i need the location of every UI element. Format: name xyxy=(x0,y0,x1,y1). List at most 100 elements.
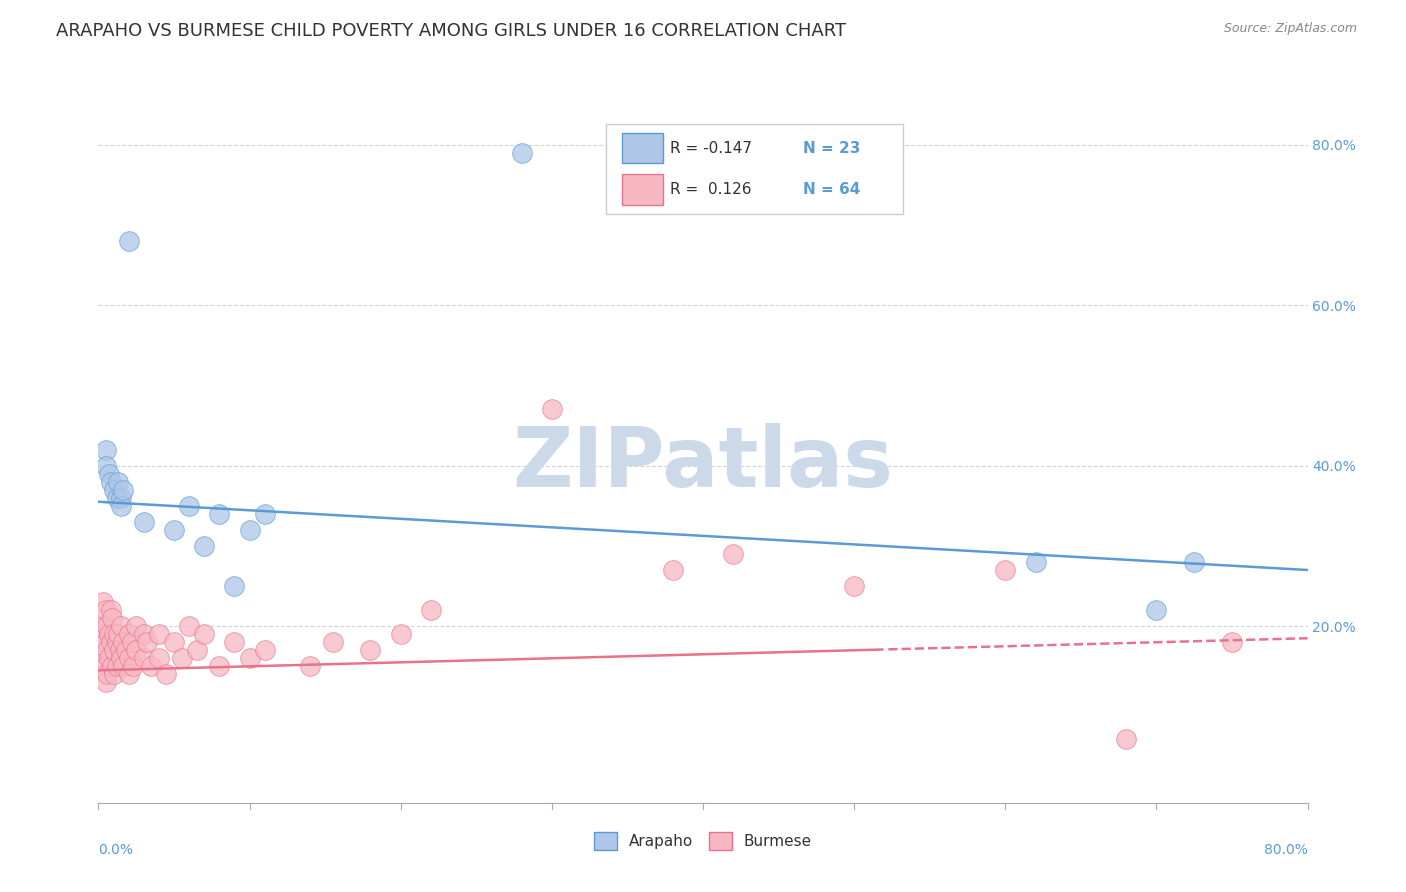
Point xyxy=(110,499,132,513)
Point xyxy=(510,145,533,160)
Point xyxy=(170,651,193,665)
Point xyxy=(101,659,124,673)
Point xyxy=(208,659,231,673)
Point xyxy=(253,643,276,657)
Point xyxy=(111,483,134,497)
Point xyxy=(107,627,129,641)
Point xyxy=(103,667,125,681)
Point xyxy=(105,491,128,505)
Point xyxy=(100,635,122,649)
Point xyxy=(91,595,114,609)
Point xyxy=(94,442,117,457)
Point xyxy=(118,627,141,641)
Point xyxy=(1220,635,1243,649)
Point xyxy=(224,579,246,593)
Point xyxy=(540,402,562,417)
Point xyxy=(163,523,186,537)
Point xyxy=(141,659,163,673)
Point xyxy=(110,491,132,505)
Text: Source: ZipAtlas.com: Source: ZipAtlas.com xyxy=(1223,22,1357,36)
Point xyxy=(94,675,117,690)
FancyBboxPatch shape xyxy=(621,133,664,163)
Point xyxy=(844,579,866,593)
Point xyxy=(132,627,155,641)
Point xyxy=(360,643,382,657)
Point xyxy=(420,603,443,617)
Point xyxy=(122,659,145,673)
Point xyxy=(100,475,122,489)
Point xyxy=(1115,731,1137,746)
Point xyxy=(132,651,155,665)
Point xyxy=(94,458,117,473)
Point xyxy=(299,659,322,673)
Point xyxy=(723,547,745,561)
Point xyxy=(186,643,208,657)
Point xyxy=(94,603,117,617)
Point xyxy=(105,635,128,649)
Point xyxy=(224,635,246,649)
Point xyxy=(103,643,125,657)
Point xyxy=(98,651,121,665)
Point xyxy=(253,507,276,521)
Point xyxy=(1024,555,1046,569)
Point xyxy=(239,651,262,665)
Point xyxy=(101,611,124,625)
Point xyxy=(98,627,121,641)
Point xyxy=(105,659,128,673)
Point xyxy=(148,651,170,665)
Point xyxy=(111,635,134,649)
Point xyxy=(110,651,132,665)
Point xyxy=(193,539,215,553)
Point xyxy=(91,619,114,633)
Legend: Arapaho, Burmese: Arapaho, Burmese xyxy=(588,826,818,856)
Text: R =  0.126: R = 0.126 xyxy=(671,182,752,197)
Point xyxy=(96,619,118,633)
Point xyxy=(93,627,115,641)
Point xyxy=(125,643,148,657)
Point xyxy=(163,635,186,649)
Point xyxy=(155,667,177,681)
Point xyxy=(110,619,132,633)
Point xyxy=(121,635,143,649)
Point xyxy=(322,635,344,649)
FancyBboxPatch shape xyxy=(606,124,903,214)
Point xyxy=(114,643,136,657)
Point xyxy=(118,234,141,248)
Point xyxy=(118,667,141,681)
Point xyxy=(132,515,155,529)
Point xyxy=(103,483,125,497)
Point xyxy=(96,643,118,657)
Point xyxy=(661,563,683,577)
Point xyxy=(994,563,1017,577)
Point xyxy=(107,475,129,489)
Point xyxy=(239,523,262,537)
Text: N = 23: N = 23 xyxy=(803,141,860,156)
Point xyxy=(135,635,157,649)
Point xyxy=(179,619,201,633)
Point xyxy=(94,659,117,673)
Text: R = -0.147: R = -0.147 xyxy=(671,141,752,156)
Point xyxy=(118,651,141,665)
Text: 80.0%: 80.0% xyxy=(1264,843,1308,856)
Point xyxy=(100,603,122,617)
Point xyxy=(98,467,121,481)
Point xyxy=(93,651,115,665)
Point xyxy=(103,627,125,641)
Point xyxy=(1144,603,1167,617)
FancyBboxPatch shape xyxy=(621,174,664,204)
Text: 0.0%: 0.0% xyxy=(98,843,134,856)
Point xyxy=(179,499,201,513)
Point xyxy=(94,635,117,649)
Point xyxy=(389,627,412,641)
Point xyxy=(111,659,134,673)
Point xyxy=(1182,555,1205,569)
Point xyxy=(125,619,148,633)
Point xyxy=(108,643,131,657)
Point xyxy=(148,627,170,641)
Point xyxy=(208,507,231,521)
Point xyxy=(193,627,215,641)
Text: ZIPatlas: ZIPatlas xyxy=(513,423,893,504)
Text: ARAPAHO VS BURMESE CHILD POVERTY AMONG GIRLS UNDER 16 CORRELATION CHART: ARAPAHO VS BURMESE CHILD POVERTY AMONG G… xyxy=(56,22,846,40)
Text: N = 64: N = 64 xyxy=(803,182,860,197)
Point xyxy=(96,667,118,681)
